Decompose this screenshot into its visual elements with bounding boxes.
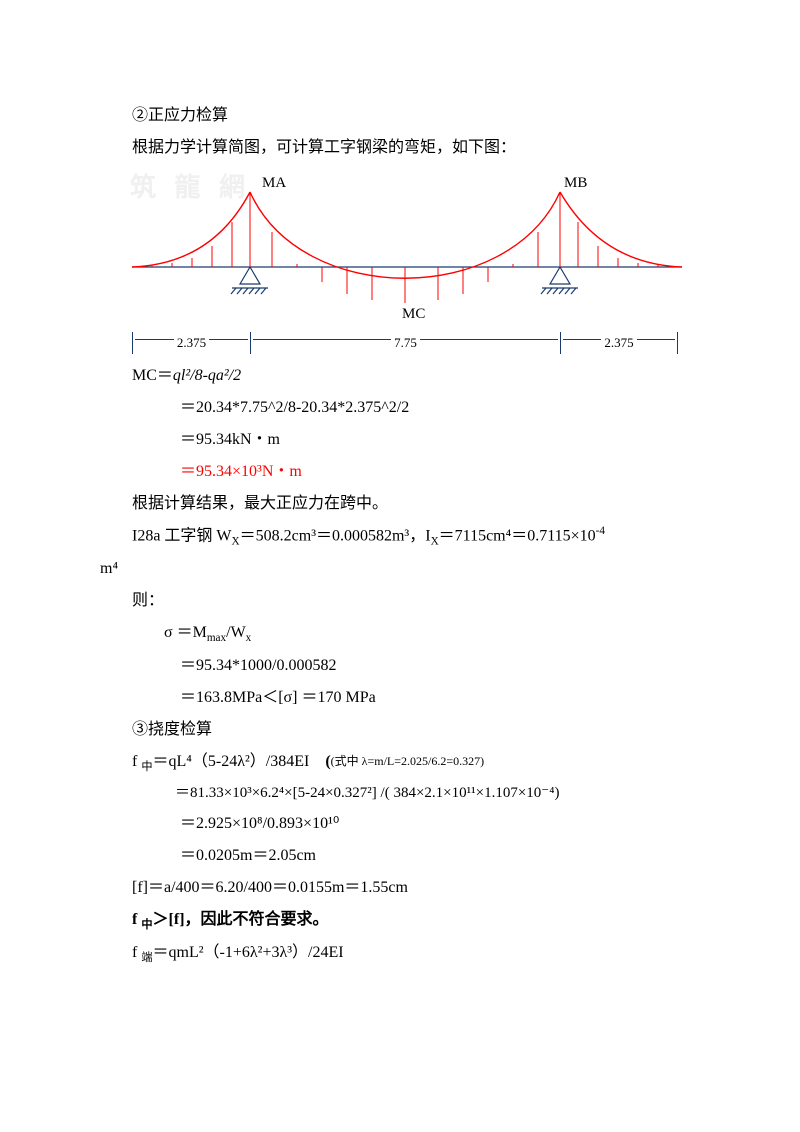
eq-mc-step2: ＝95.34kN・m: [100, 424, 700, 456]
dim-mid: 7.75: [250, 332, 560, 354]
text-then: 则：: [100, 585, 700, 617]
heading-stress-check: ②正应力检算: [100, 100, 700, 132]
support-left: [231, 267, 268, 294]
eq-sigma: σ ＝Mmax/Wx: [100, 617, 700, 650]
eq-f-allow: [f]＝a/400＝6.20/400＝0.0155m＝1.55cm: [100, 872, 700, 904]
eq-mc-step1: ＝20.34*7.75^2/8-20.34*2.375^2/2: [100, 392, 700, 424]
text-intro: 根据力学计算简图，可计算工字钢梁的弯矩，如下图：: [100, 132, 700, 164]
eq-sigma-step1: ＝95.34*1000/0.000582: [100, 650, 700, 682]
eq-fmid-step1: ＝81.33×10³×6.2⁴×[5-24×0.327²] /( 384×2.1…: [100, 778, 700, 808]
bending-moment-diagram: MA MB MC: [100, 172, 700, 354]
label-ma: MA: [262, 175, 286, 191]
text-section-props-unit: m⁴: [100, 553, 700, 585]
moment-hatch: [152, 192, 658, 303]
text-max-stress: 根据计算结果，最大正应力在跨中。: [100, 488, 700, 520]
moment-curve: [132, 192, 682, 278]
label-mc: MC: [402, 306, 425, 322]
dimension-row: 2.375 7.75 2.375: [132, 332, 700, 354]
diagram-svg: MA MB MC: [132, 172, 682, 322]
label-mb: MB: [564, 175, 587, 191]
eq-fend: f 端＝qmL²（-1+6λ²+3λ³）/24EI: [100, 937, 700, 970]
eq-fmid-step2: ＝2.925×10⁸/0.893×10¹⁰: [100, 808, 700, 840]
text-section-props: I28a 工字钢 WX＝508.2cm³＝0.000582m³，IX＝7115c…: [100, 520, 700, 553]
eq-fmid-result: ＝0.0205m＝2.05cm: [100, 840, 700, 872]
dim-left: 2.375: [132, 332, 250, 354]
heading-deflection: ③挠度检算: [100, 714, 700, 746]
dim-right: 2.375: [560, 332, 678, 354]
eq-fmid: f 中＝qL⁴（5-24λ²）/384EI ((式中 λ=m/L=2.025/6…: [100, 746, 700, 779]
eq-mc: MC＝ql²/8-qa²/2: [100, 360, 700, 392]
text-conclusion: f 中＞[f]，因此不符合要求。: [100, 904, 700, 937]
eq-sigma-result: ＝163.8MPa＜[σ] ＝170 MPa: [100, 682, 700, 714]
support-right: [541, 267, 578, 294]
eq-mc-result: ＝95.34×10³N・m: [100, 456, 700, 488]
document-body: ②正应力检算 根据力学计算简图，可计算工字钢梁的弯矩，如下图： MA MB MC: [100, 100, 700, 969]
